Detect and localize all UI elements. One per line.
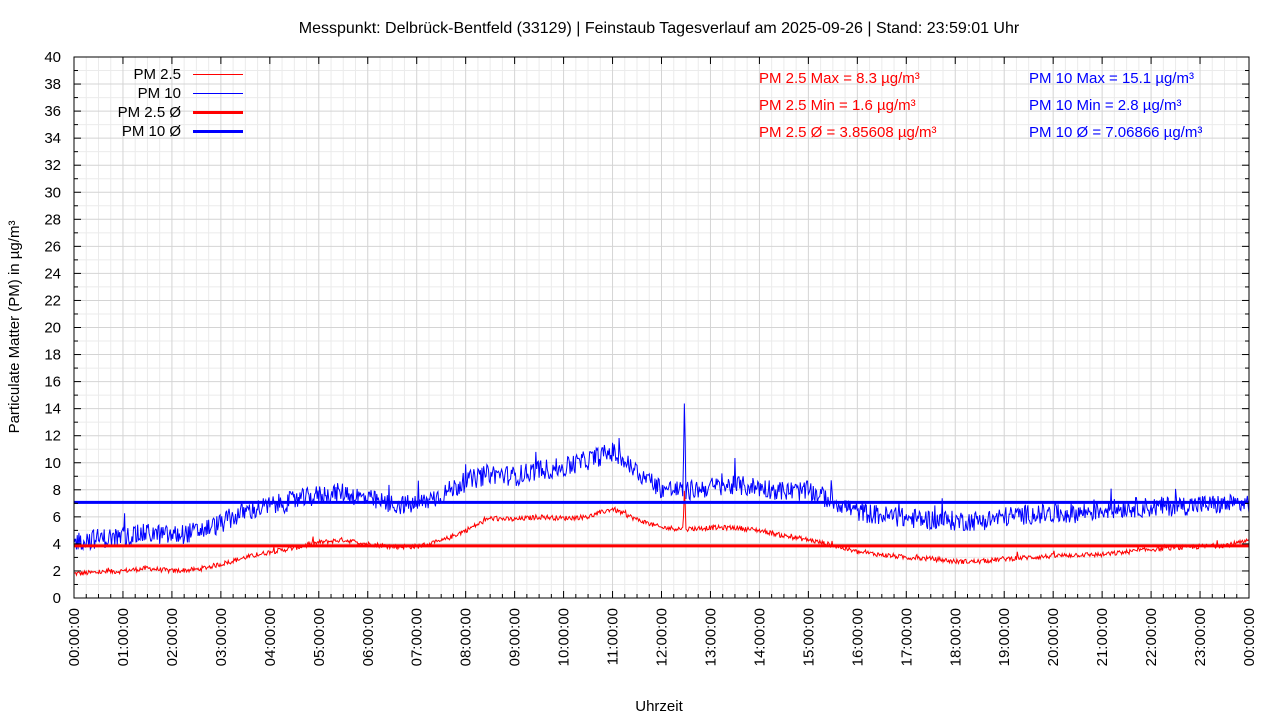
x-tick-label: 23:00:00 [1192, 608, 1209, 666]
x-tick-label: 12:00:00 [654, 608, 671, 666]
series-line-pm-10 [73, 403, 1250, 552]
stats-pm10: PM 10 Max = 15.1 µg/m³ PM 10 Min = 2.8 µ… [1029, 70, 1202, 141]
y-tick-label: 32 [44, 157, 61, 174]
legend-item-pm25-avg: PM 2.5 Ø [118, 104, 243, 121]
x-tick-label: 09:00:00 [507, 608, 524, 666]
chart-title: Messpunkt: Delbrück-Bentfeld (33129) | F… [299, 20, 1020, 37]
x-tick-label: 04:00:00 [262, 608, 279, 666]
stats-pm25: PM 2.5 Max = 8.3 µg/m³ PM 2.5 Min = 1.6 … [759, 70, 936, 141]
x-tick-label: 03:00:00 [213, 608, 230, 666]
x-tick-label: 00:00:00 [66, 608, 83, 666]
x-tick-label: 11:00:00 [605, 608, 622, 665]
y-tick-label: 14 [44, 401, 61, 418]
pm25-min-label: PM 2.5 Min = 1.6 µg/m³ [759, 97, 916, 114]
y-tick-label: 26 [44, 238, 61, 255]
series-line-pm-2-5 [73, 490, 1250, 577]
y-tick-label: 40 [44, 49, 61, 66]
x-tick-label: 01:00:00 [115, 608, 132, 666]
x-tick-label: 15:00:00 [800, 608, 817, 666]
y-tick-label: 30 [44, 184, 61, 201]
legend-item-pm10-avg: PM 10 Ø [122, 123, 243, 140]
pm10-min-label: PM 10 Min = 2.8 µg/m³ [1029, 97, 1181, 114]
x-tick-labels: 00:00:00 01:00:00 02:00:00 03:00:00 04:00:00… [66, 608, 1258, 666]
x-tick-label: 06:00:00 [360, 608, 377, 666]
y-tick-label: 10 [44, 455, 61, 472]
pm25-avg-label: PM 2.5 Ø = 3.85608 µg/m³ [759, 124, 936, 141]
legend-item-pm25: PM 2.5 [133, 66, 243, 83]
x-tick-label: 18:00:00 [947, 608, 964, 666]
y-tick-label: 12 [44, 428, 61, 445]
y-tick-label: 24 [44, 265, 61, 282]
x-tick-label: 05:00:00 [311, 608, 328, 666]
x-tick-label: 10:00:00 [556, 608, 573, 666]
y-tick-label: 8 [53, 482, 61, 499]
x-tick-label: 17:00:00 [898, 608, 915, 666]
x-axis-label: Uhrzeit [635, 698, 683, 715]
legend-label: PM 10 [138, 85, 181, 102]
x-tick-label: 22:00:00 [1143, 608, 1160, 666]
legend-label: PM 2.5 [133, 66, 181, 83]
y-tick-label: 4 [53, 536, 61, 553]
y-tick-label: 34 [44, 130, 61, 147]
x-tick-label: 02:00:00 [164, 608, 181, 666]
y-tick-label: 18 [44, 347, 61, 364]
legend-label: PM 2.5 Ø [118, 104, 182, 121]
series-lines [73, 403, 1250, 577]
average-lines [74, 500, 1249, 548]
y-tick-label: 6 [53, 509, 61, 526]
x-tick-label: 00:00:00 [1241, 608, 1258, 666]
y-tick-label: 0 [53, 590, 61, 607]
legend: PM 2.5 PM 10 PM 2.5 Ø PM 10 Ø [118, 66, 243, 140]
x-tick-label: 16:00:00 [849, 608, 866, 666]
x-tick-label: 19:00:00 [996, 608, 1013, 666]
y-tick-label: 2 [53, 563, 61, 580]
x-tick-label: 13:00:00 [702, 608, 719, 666]
y-tick-label: 38 [44, 76, 61, 93]
y-tick-label: 22 [44, 292, 61, 309]
pm25-max-label: PM 2.5 Max = 8.3 µg/m³ [759, 70, 920, 87]
y-tick-label: 20 [44, 320, 61, 337]
y-tick-label: 28 [44, 211, 61, 228]
pm10-max-label: PM 10 Max = 15.1 µg/m³ [1029, 70, 1194, 87]
x-tick-label: 20:00:00 [1045, 608, 1062, 666]
y-tick-label: 36 [44, 103, 61, 120]
x-tick-label: 08:00:00 [458, 608, 475, 666]
pm10-avg-label: PM 10 Ø = 7.06866 µg/m³ [1029, 124, 1202, 141]
y-axis-label: Particulate Matter (PM) in µg/m³ [6, 221, 23, 434]
x-tick-label: 21:00:00 [1094, 608, 1111, 666]
legend-label: PM 10 Ø [122, 123, 182, 140]
x-tick-label: 07:00:00 [409, 608, 426, 666]
axis-ticks [73, 56, 1250, 599]
legend-item-pm10: PM 10 [138, 85, 243, 102]
y-tick-label: 16 [44, 374, 61, 391]
x-tick-label: 14:00:00 [751, 608, 768, 666]
